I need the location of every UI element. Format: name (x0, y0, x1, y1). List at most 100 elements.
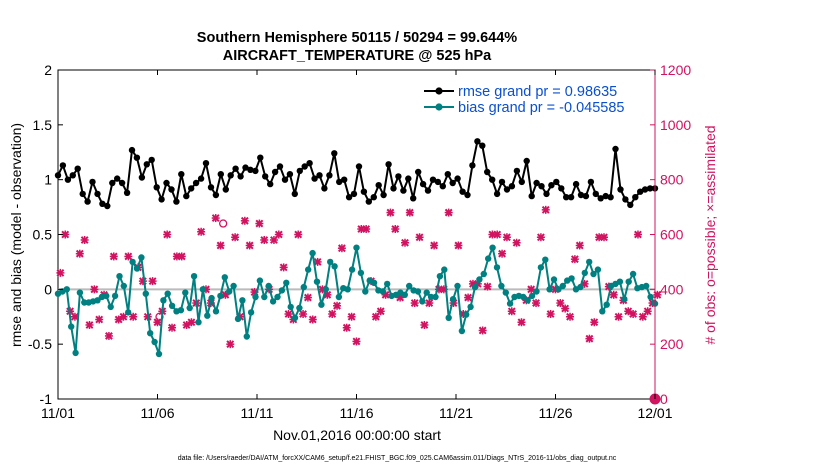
rmse-series-point (355, 163, 363, 170)
rmse-series-point (123, 189, 131, 196)
bias-series-point (427, 293, 435, 301)
obs-assimilated-marker (430, 241, 439, 250)
obs-assimilated-marker (328, 310, 337, 319)
rmse-series-point (168, 186, 175, 193)
bias-series-point (252, 293, 259, 301)
rmse-series-point (612, 145, 619, 153)
y-axis-label-right: # of obs: o=possible; ×=assimilated (702, 125, 718, 344)
rmse-series-point (518, 178, 525, 186)
bias-series-point (647, 293, 654, 301)
bias-series-point (621, 296, 628, 303)
rmse-series-point (341, 176, 348, 183)
x-tick-label: 11/11 (241, 405, 274, 421)
rmse-series-point (419, 180, 427, 188)
rmse-series-point (74, 165, 81, 172)
rmse-series-point (582, 192, 590, 200)
obs-assimilated-marker (478, 326, 487, 335)
x-tick-label: 11/26 (539, 405, 573, 421)
bias-series-point (542, 256, 549, 263)
obs-assimilated-marker (260, 235, 269, 244)
bias-series-point (269, 298, 277, 305)
rmse-series-point (178, 171, 185, 178)
bias-series-point (155, 350, 163, 358)
bias-series-point (379, 288, 386, 295)
bias-series-point (414, 288, 422, 295)
bias-series-point (550, 276, 558, 283)
obs-assimilated-marker (570, 255, 579, 264)
rmse-series-point (207, 184, 215, 191)
bias-series-point (76, 289, 84, 296)
bias-series-point (353, 244, 360, 251)
bias-series-point (177, 307, 185, 314)
obs-assimilated-marker (609, 290, 618, 299)
obs-assimilated-marker (566, 312, 575, 321)
y-right-tick-label: 0 (660, 391, 668, 407)
obs-assimilated-marker (590, 318, 599, 327)
obs-possible-marker (219, 219, 228, 228)
rmse-series-point (390, 185, 397, 192)
rmse-series-point (104, 202, 111, 210)
rmse-series-point (627, 201, 634, 209)
rmse-series-point (528, 192, 535, 200)
obs-assimilated-marker (629, 310, 638, 319)
bias-series-point (182, 289, 189, 296)
obs-assimilated-marker (536, 233, 545, 242)
x-tick-label: 11/21 (439, 405, 473, 421)
rmse-series-point (567, 194, 575, 201)
rmse-series-point (148, 156, 155, 164)
rmse-series-point (646, 185, 654, 192)
obs-assimilated-marker (245, 241, 254, 250)
rmse-series-point (64, 176, 72, 183)
bias-series-point (212, 308, 220, 315)
bias-series-point (348, 266, 356, 273)
obs-assimilated-marker (342, 323, 351, 332)
bias-series-point (559, 282, 566, 290)
y-right-tick-label: 400 (660, 281, 684, 297)
bias-series-point (234, 315, 242, 323)
bias-series-point (362, 288, 369, 295)
bias-series-point (133, 265, 141, 272)
bias-series-point (577, 283, 584, 291)
obs-assimilated-marker (109, 252, 118, 261)
rmse-series-point (548, 182, 555, 189)
rmse-series-point (553, 178, 560, 186)
bias-series-point (230, 282, 237, 290)
rmse-series-point (592, 190, 599, 198)
bias-series-point (528, 292, 536, 300)
obs-assimilated-marker (119, 312, 128, 321)
rmse-series-point (449, 179, 456, 187)
bias-series-point (313, 278, 321, 285)
bias-series-point (265, 282, 272, 290)
obs-assimilated-marker (61, 230, 70, 239)
rmse-series-point (163, 179, 170, 187)
bias-series-point (247, 309, 255, 316)
bias-series-point (129, 258, 136, 266)
obs-assimilated-marker (177, 252, 186, 261)
y-right-tick-label: 1000 (660, 117, 691, 133)
bias-series-point (599, 308, 606, 315)
bias-series-point (502, 289, 509, 296)
obs-assimilated-marker (454, 241, 463, 250)
bias-series-point (568, 275, 575, 282)
bias-series-point (594, 266, 602, 273)
obs-assimilated-marker (90, 285, 99, 294)
obs-assimilated-marker (279, 263, 288, 272)
obs-assimilated-marker (585, 334, 594, 343)
rmse-series-point (572, 180, 580, 188)
rmse-series-point (262, 173, 269, 180)
bias-series-point (318, 301, 325, 308)
y-right-tick-label: 800 (660, 172, 684, 188)
chart-title-line-1: Southern Hemisphere 50115 / 50294 = 99.6… (197, 30, 518, 46)
rmse-series-point (232, 165, 239, 172)
rmse-series-point (222, 186, 229, 193)
rmse-series-point (375, 182, 382, 189)
bias-series-point (590, 270, 597, 278)
bias-series-point (384, 280, 391, 288)
obs-assimilated-marker (502, 233, 511, 242)
legend-bias-label: bias grand pr = -0.045585 (458, 100, 624, 116)
bias-series-point (283, 279, 290, 286)
obs-assimilated-marker (255, 219, 264, 228)
obs-assimilated-marker (633, 230, 642, 239)
rmse-series-point (202, 160, 210, 167)
obs-assimilated-marker (104, 331, 113, 340)
